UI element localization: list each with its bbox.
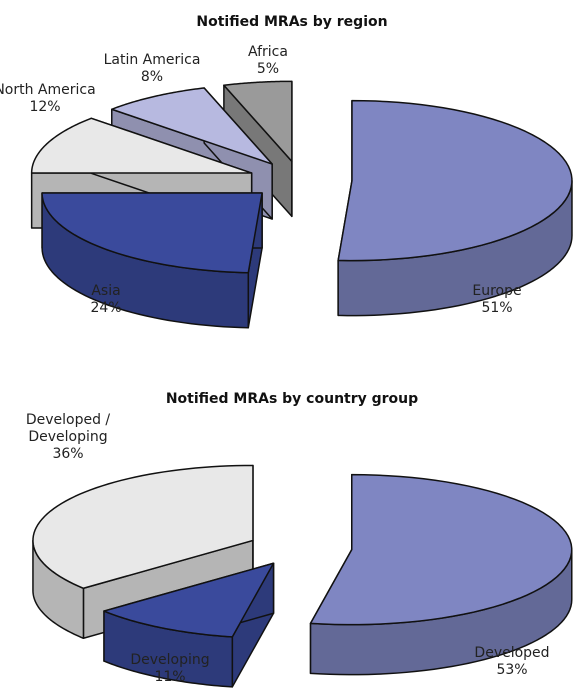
slice-top [32,464,254,590]
value-label: 24% [90,300,122,316]
slice-top [309,473,573,626]
value-label: 51% [481,300,513,316]
category-label: Africa [248,44,288,60]
pie-slice [103,562,275,688]
category-label: Developed / Developing [25,412,111,445]
value-label: 8% [140,69,164,85]
slice-top [103,562,275,638]
slice-label: North America 12% [0,82,105,116]
value-label: 12% [29,99,61,115]
value-label: 11% [154,669,186,685]
value-label: 53% [496,662,528,678]
slice-top [223,80,293,163]
category-label: Developing [130,652,210,668]
chart-title: Notified MRAs by country group [165,391,419,407]
slice-label: Developed 53% [452,645,572,679]
slice-label: Africa 5% [208,44,328,78]
category-label: North America [0,82,96,98]
slice-top [41,192,263,274]
value-label: 36% [52,446,84,462]
category-label: Europe [472,283,522,299]
slice-label: Europe 51% [437,283,557,317]
category-label: Asia [91,283,121,299]
value-label: 5% [256,61,280,77]
pie-slice [32,464,254,640]
slice-top [337,99,573,262]
slice-top [111,87,273,165]
pie-slice [309,473,573,676]
slice-label: Asia 24% [46,283,166,317]
pie-slice [41,192,263,329]
chart-title: Notified MRAs by region [196,14,388,30]
pie-slice [337,99,573,317]
category-label: Latin America [103,52,201,68]
category-label: Developed [474,645,550,661]
slice-label: Developing 11% [110,652,230,686]
slice-top [30,117,253,174]
slice-label: Latin America 8% [92,52,212,86]
slice-label: Developed / Developing 36% [8,412,128,463]
